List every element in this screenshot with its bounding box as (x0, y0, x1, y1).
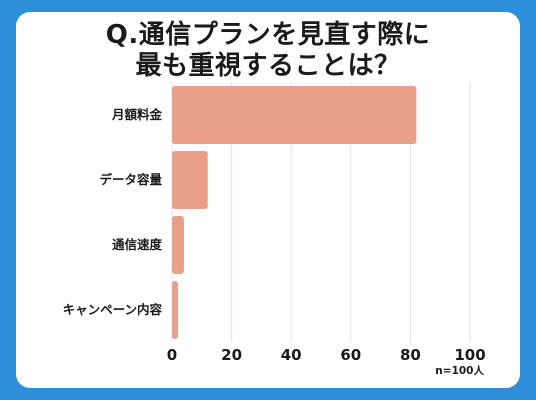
sample-size-note: n=100人 (435, 364, 484, 377)
x-tick-40: 40 (281, 346, 302, 364)
bar-2 (172, 216, 184, 274)
x-axis-labels: 0 20 40 60 80 100 (167, 346, 486, 364)
bar-0 (172, 86, 417, 144)
bars (172, 86, 417, 339)
chart-card: Q.通信プランを見直す際に 最も重視することは？ 月額料金データ容量通信速度キャ… (16, 12, 520, 388)
x-tick-0: 0 (167, 346, 177, 364)
x-tick-80: 80 (400, 346, 421, 364)
x-tick-60: 60 (340, 346, 361, 364)
y-label-2: 通信速度 (112, 237, 163, 252)
x-tick-20: 20 (221, 346, 242, 364)
y-label-3: キャンペーン内容 (63, 302, 163, 317)
bar-3 (172, 281, 178, 339)
chart-title: Q.通信プランを見直す際に 最も重視することは？ (16, 20, 520, 82)
chart-title-line-2: 最も重視することは？ (135, 51, 401, 81)
y-label-0: 月額料金 (111, 107, 163, 122)
bar-1 (172, 151, 208, 209)
x-tick-100: 100 (454, 346, 485, 364)
y-label-1: データ容量 (99, 172, 162, 187)
chart-title-line-1: Q.通信プランを見直す際に (105, 20, 431, 50)
